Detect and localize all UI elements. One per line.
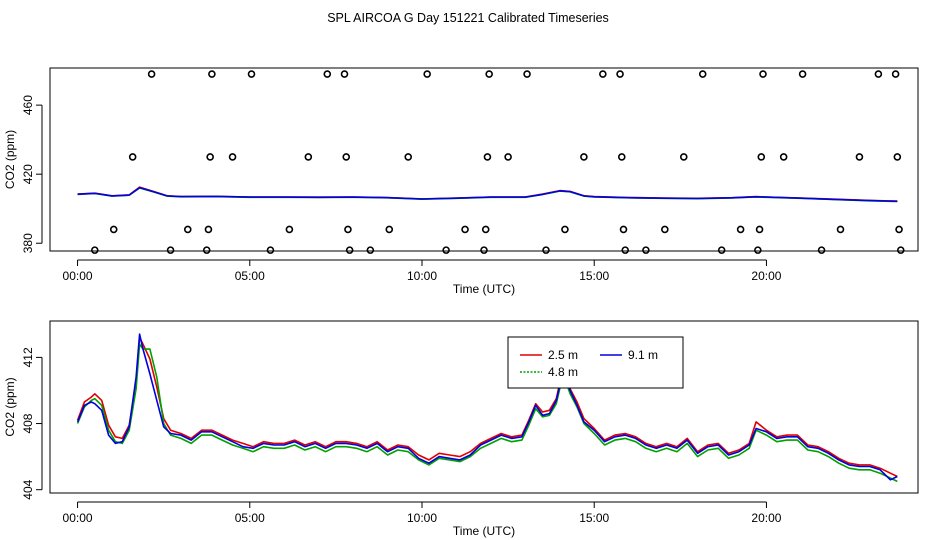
calibration-point bbox=[285, 225, 294, 234]
plot-frame bbox=[49, 67, 919, 252]
calibration-point bbox=[661, 225, 669, 234]
y-tick-label: 420 bbox=[21, 164, 35, 184]
calibration-point bbox=[485, 70, 493, 78]
calibration-point bbox=[895, 225, 903, 234]
y-axis-label: CO2 (ppm) bbox=[3, 377, 17, 436]
calibration-point bbox=[323, 70, 332, 78]
calibration-point bbox=[504, 153, 512, 161]
top-plot: 00:00 05:00 10:00 15:00 20:00 Time (UTC) 380 42… bbox=[3, 67, 919, 296]
x-tick-label: 05:00 bbox=[235, 269, 265, 283]
calibration-point bbox=[342, 153, 351, 161]
calibration-point bbox=[617, 153, 626, 161]
calibration-point bbox=[754, 246, 762, 254]
x-tick-label: 00:00 bbox=[63, 269, 93, 283]
calibration-point bbox=[523, 70, 531, 78]
calibration-point bbox=[442, 246, 450, 254]
legend-label: 9.1 m bbox=[628, 348, 658, 362]
y-tick-label: 408 bbox=[21, 413, 35, 433]
y-tick-label: 460 bbox=[21, 95, 35, 115]
x-axis-label: Time (UTC) bbox=[453, 524, 515, 538]
x-tick-label: 10:00 bbox=[407, 511, 437, 525]
x-tick-label: 00:00 bbox=[63, 511, 93, 525]
calibration-point bbox=[228, 153, 237, 161]
calibration-point bbox=[202, 246, 211, 254]
calibration-point bbox=[817, 246, 826, 254]
calibration-point bbox=[779, 153, 788, 161]
calibration-point bbox=[206, 153, 214, 161]
calibration-point bbox=[183, 225, 192, 234]
series-line-9-1-m bbox=[77, 186, 898, 203]
calibration-point bbox=[344, 225, 352, 234]
calibration-point bbox=[698, 70, 707, 78]
calibration-point bbox=[580, 153, 588, 161]
calibration-point bbox=[483, 153, 492, 161]
x-tick-label: 15:00 bbox=[579, 511, 609, 525]
calibration-point bbox=[621, 246, 630, 254]
series-line-4-8-m bbox=[76, 343, 898, 483]
legend-label: 2.5 m bbox=[548, 348, 578, 362]
calibration-point bbox=[874, 70, 883, 78]
calibration-point bbox=[542, 246, 550, 254]
calibration-point bbox=[90, 246, 99, 254]
calibration-point bbox=[385, 225, 394, 234]
calibration-point bbox=[345, 246, 354, 254]
calibration-point bbox=[481, 225, 490, 234]
plot-frame bbox=[49, 320, 919, 494]
calibration-point bbox=[109, 225, 118, 234]
calibration-point bbox=[599, 70, 607, 78]
calibration-point bbox=[366, 246, 375, 254]
calibration-point bbox=[855, 153, 864, 161]
calibration-point bbox=[404, 153, 413, 161]
calibration-point bbox=[266, 246, 275, 254]
y-tick-label: 412 bbox=[21, 347, 35, 367]
calibration-point bbox=[642, 246, 650, 254]
series-line-9-1-m bbox=[76, 333, 898, 481]
x-tick-label: 10:00 bbox=[407, 269, 437, 283]
series-line-2-5-m bbox=[76, 336, 898, 478]
calibration-point bbox=[204, 225, 213, 234]
calibration-point bbox=[461, 225, 469, 234]
calibration-point bbox=[423, 70, 431, 78]
calibration-point bbox=[717, 246, 726, 254]
legend-box bbox=[507, 336, 684, 389]
calibration-point bbox=[759, 70, 767, 78]
calibration-point bbox=[896, 246, 905, 254]
calibration-point bbox=[619, 225, 628, 234]
calibration-point bbox=[147, 70, 156, 78]
y-tick-label: 404 bbox=[21, 479, 35, 499]
y-tick-label: 380 bbox=[21, 233, 35, 253]
x-tick-label: 20:00 bbox=[751, 511, 781, 525]
calibration-point bbox=[679, 153, 688, 161]
calibration-point bbox=[340, 70, 349, 78]
chart-title: SPL AIRCOA G Day 151221 Calibrated Times… bbox=[327, 11, 609, 25]
series-line-2-5-m bbox=[77, 186, 898, 202]
calibration-point bbox=[208, 70, 216, 78]
calibration-point bbox=[836, 225, 845, 234]
x-tick-label: 05:00 bbox=[235, 511, 265, 525]
calibration-point bbox=[166, 246, 175, 254]
bottom-plot: 00:00 05:00 10:00 15:00 20:00 Time (UTC) 404 40… bbox=[3, 320, 919, 538]
x-axis-label: Time (UTC) bbox=[453, 282, 515, 296]
x-tick-label: 20:00 bbox=[751, 269, 781, 283]
calibration-point bbox=[893, 153, 902, 161]
x-tick-label: 15:00 bbox=[579, 269, 609, 283]
calibration-point bbox=[798, 70, 807, 78]
calibration-point bbox=[128, 153, 137, 161]
calibration-point bbox=[757, 153, 766, 161]
calibration-point bbox=[247, 70, 256, 78]
calibration-point bbox=[304, 153, 313, 161]
calibration-point bbox=[891, 70, 900, 78]
legend-label: 4.8 m bbox=[548, 365, 578, 379]
y-axis-label: CO2 (ppm) bbox=[3, 130, 17, 189]
calibration-point bbox=[736, 225, 745, 234]
calibration-point bbox=[616, 70, 624, 78]
calibration-point bbox=[480, 246, 488, 254]
series-line-4-8-m bbox=[77, 187, 898, 203]
calibration-point bbox=[755, 225, 764, 234]
calibration-point bbox=[561, 225, 569, 234]
